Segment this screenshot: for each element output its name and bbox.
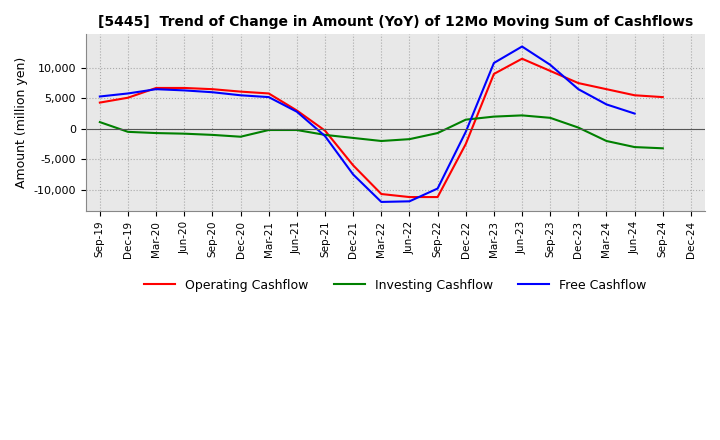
Free Cashflow <box>264 95 273 100</box>
Free Cashflow <box>292 109 301 114</box>
Operating Cashflow <box>152 85 161 91</box>
Operating Cashflow <box>518 56 526 61</box>
Free Cashflow <box>349 172 358 177</box>
Free Cashflow <box>405 199 414 204</box>
Operating Cashflow <box>659 95 667 100</box>
Line: Investing Cashflow: Investing Cashflow <box>100 115 663 148</box>
Operating Cashflow <box>264 91 273 96</box>
Operating Cashflow <box>292 108 301 113</box>
Investing Cashflow <box>377 138 386 143</box>
Operating Cashflow <box>96 100 104 105</box>
Y-axis label: Amount (million yen): Amount (million yen) <box>15 57 28 188</box>
Operating Cashflow <box>236 89 245 94</box>
Free Cashflow <box>236 93 245 98</box>
Operating Cashflow <box>320 128 329 133</box>
Investing Cashflow <box>659 146 667 151</box>
Line: Free Cashflow: Free Cashflow <box>100 47 634 202</box>
Free Cashflow <box>630 111 639 116</box>
Free Cashflow <box>433 186 442 191</box>
Free Cashflow <box>152 87 161 92</box>
Operating Cashflow <box>630 93 639 98</box>
Free Cashflow <box>124 91 132 96</box>
Investing Cashflow <box>349 135 358 140</box>
Investing Cashflow <box>152 130 161 136</box>
Title: [5445]  Trend of Change in Amount (YoY) of 12Mo Moving Sum of Cashflows: [5445] Trend of Change in Amount (YoY) o… <box>98 15 693 29</box>
Free Cashflow <box>490 60 498 66</box>
Investing Cashflow <box>96 119 104 125</box>
Free Cashflow <box>518 44 526 49</box>
Operating Cashflow <box>208 87 217 92</box>
Free Cashflow <box>602 102 611 107</box>
Operating Cashflow <box>490 71 498 77</box>
Investing Cashflow <box>546 115 554 121</box>
Free Cashflow <box>208 90 217 95</box>
Free Cashflow <box>377 199 386 205</box>
Operating Cashflow <box>546 68 554 73</box>
Free Cashflow <box>546 62 554 67</box>
Investing Cashflow <box>292 127 301 132</box>
Investing Cashflow <box>490 114 498 119</box>
Free Cashflow <box>180 88 189 93</box>
Operating Cashflow <box>405 194 414 200</box>
Legend: Operating Cashflow, Investing Cashflow, Free Cashflow: Operating Cashflow, Investing Cashflow, … <box>139 274 652 297</box>
Free Cashflow <box>574 87 582 92</box>
Operating Cashflow <box>377 191 386 197</box>
Investing Cashflow <box>462 117 470 122</box>
Operating Cashflow <box>124 95 132 100</box>
Investing Cashflow <box>405 136 414 142</box>
Investing Cashflow <box>433 130 442 136</box>
Investing Cashflow <box>602 138 611 143</box>
Free Cashflow <box>320 133 329 139</box>
Operating Cashflow <box>349 163 358 168</box>
Line: Operating Cashflow: Operating Cashflow <box>100 59 663 197</box>
Operating Cashflow <box>462 141 470 147</box>
Investing Cashflow <box>630 144 639 150</box>
Investing Cashflow <box>208 132 217 138</box>
Operating Cashflow <box>574 81 582 86</box>
Operating Cashflow <box>602 87 611 92</box>
Investing Cashflow <box>180 131 189 136</box>
Investing Cashflow <box>124 129 132 135</box>
Operating Cashflow <box>180 85 189 91</box>
Free Cashflow <box>462 129 470 135</box>
Investing Cashflow <box>574 125 582 130</box>
Investing Cashflow <box>518 113 526 118</box>
Investing Cashflow <box>236 134 245 139</box>
Investing Cashflow <box>320 132 329 138</box>
Investing Cashflow <box>264 127 273 132</box>
Operating Cashflow <box>433 194 442 200</box>
Free Cashflow <box>96 94 104 99</box>
